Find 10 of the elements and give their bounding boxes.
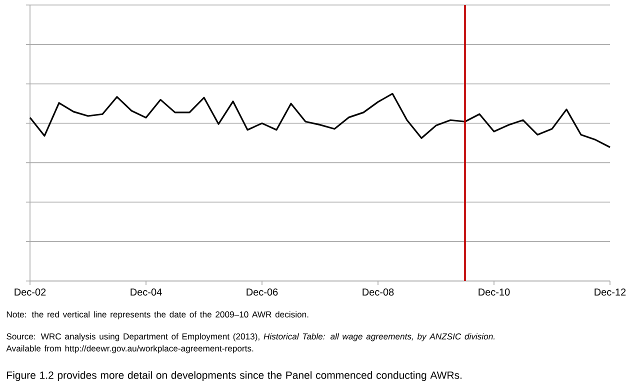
x-tick-label: Dec-10 — [478, 288, 510, 296]
x-tick-label: Dec-02 — [14, 288, 46, 296]
x-tick-label: Dec-08 — [362, 288, 394, 296]
text: Note: the red vertical line represents the date of the 2009–10 AWR decision. — [6, 311, 308, 320]
source-note: Source: WRC analysis using Department of Employment (2013), Historical Table: all wage agreements, by ANZSIC division. — [6, 333, 495, 342]
text: Available from http://deewr.gov.au/workplace-agreement-reports. — [6, 345, 254, 354]
x-tick-label: Dec-04 — [130, 288, 162, 296]
x-tick-label: Dec-06 — [246, 288, 278, 296]
caption: Figure 1.2 provides more detail on developments since the Panel commenced conducting AWRs. — [7, 371, 462, 381]
x-tick-label: Dec-12 — [594, 288, 626, 296]
